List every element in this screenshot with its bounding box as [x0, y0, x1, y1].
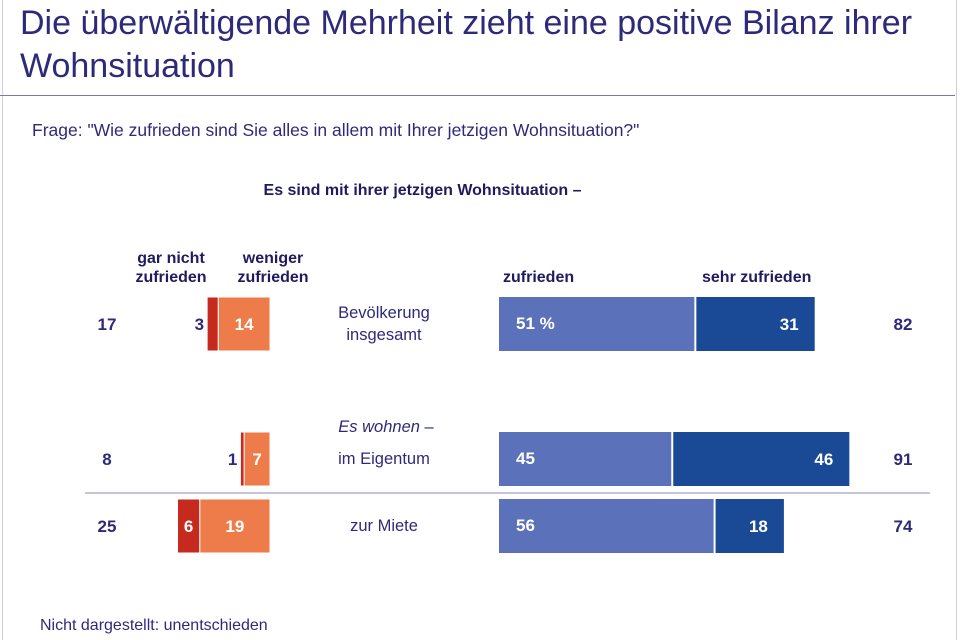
data-label-zufrieden: 45	[516, 449, 535, 468]
category-label: Bevölkerung	[338, 304, 430, 322]
bar-zufrieden	[499, 297, 696, 351]
category-label: zur Miete	[350, 517, 418, 535]
bar-sehr-zufrieden	[714, 499, 784, 553]
positive-total: 74	[894, 517, 913, 536]
bar-sehr-zufrieden	[695, 297, 815, 351]
data-label-gar-nicht-zufrieden: 3	[195, 315, 204, 334]
header-weniger-zufrieden: weniger zufrieden	[237, 250, 309, 286]
header-gar-nicht-zufrieden: gar nicht zufrieden	[135, 250, 207, 286]
header-sehr-zufrieden: sehr zufrieden	[702, 269, 812, 286]
footnote: Nicht dargestellt: unentschieden	[40, 617, 268, 634]
bar-weniger-zufrieden	[199, 498, 271, 554]
bar-zufrieden	[499, 499, 715, 553]
data-label-gar-nicht-zufrieden: 6	[184, 517, 193, 536]
data-label-weniger-zufrieden: 19	[225, 517, 244, 536]
chart-title: Die überwältigende Mehrheit zieht eine p…	[20, 4, 913, 85]
data-label-weniger-zufrieden: 14	[235, 315, 254, 334]
title-divider	[0, 95, 955, 96]
chart-subheading: Es sind mit ihrer jetzigen Wohnsituation…	[263, 182, 582, 199]
data-label-sehr-zufrieden: 18	[749, 517, 768, 536]
data-label-zufrieden: 56	[516, 516, 535, 535]
bar-gar-nicht-zufrieden	[206, 296, 219, 352]
positive-total: 91	[894, 450, 913, 469]
data-label-sehr-zufrieden: 46	[814, 450, 833, 469]
bar-gar-nicht-zufrieden	[177, 498, 201, 554]
bar-gar-nicht-zufrieden	[239, 431, 245, 487]
category-label: im Eigentum	[338, 450, 430, 468]
positive-total: 82	[894, 315, 913, 334]
bar-sehr-zufrieden	[672, 432, 850, 486]
data-label-zufrieden: 51 %	[516, 314, 555, 333]
category-label: insgesamt	[346, 326, 422, 344]
data-label-gar-nicht-zufrieden: 1	[228, 450, 237, 469]
data-label-sehr-zufrieden: 31	[780, 315, 799, 334]
survey-question: Frage: "Wie zufrieden sind Sie alles in …	[32, 120, 640, 140]
header-zufrieden: zufrieden	[503, 269, 575, 286]
bar-weniger-zufrieden	[217, 296, 271, 352]
group-label: Es wohnen –	[338, 418, 434, 436]
bar-zufrieden	[499, 432, 673, 486]
negative-total: 8	[102, 450, 111, 469]
data-label-weniger-zufrieden: 7	[252, 450, 261, 469]
negative-total: 17	[98, 315, 117, 334]
chart-marks: 14 3 51 % 31 17 82 Bevölkerung insgesamt 71 45 46 8…	[85, 296, 930, 554]
negative-total: 25	[98, 517, 117, 536]
